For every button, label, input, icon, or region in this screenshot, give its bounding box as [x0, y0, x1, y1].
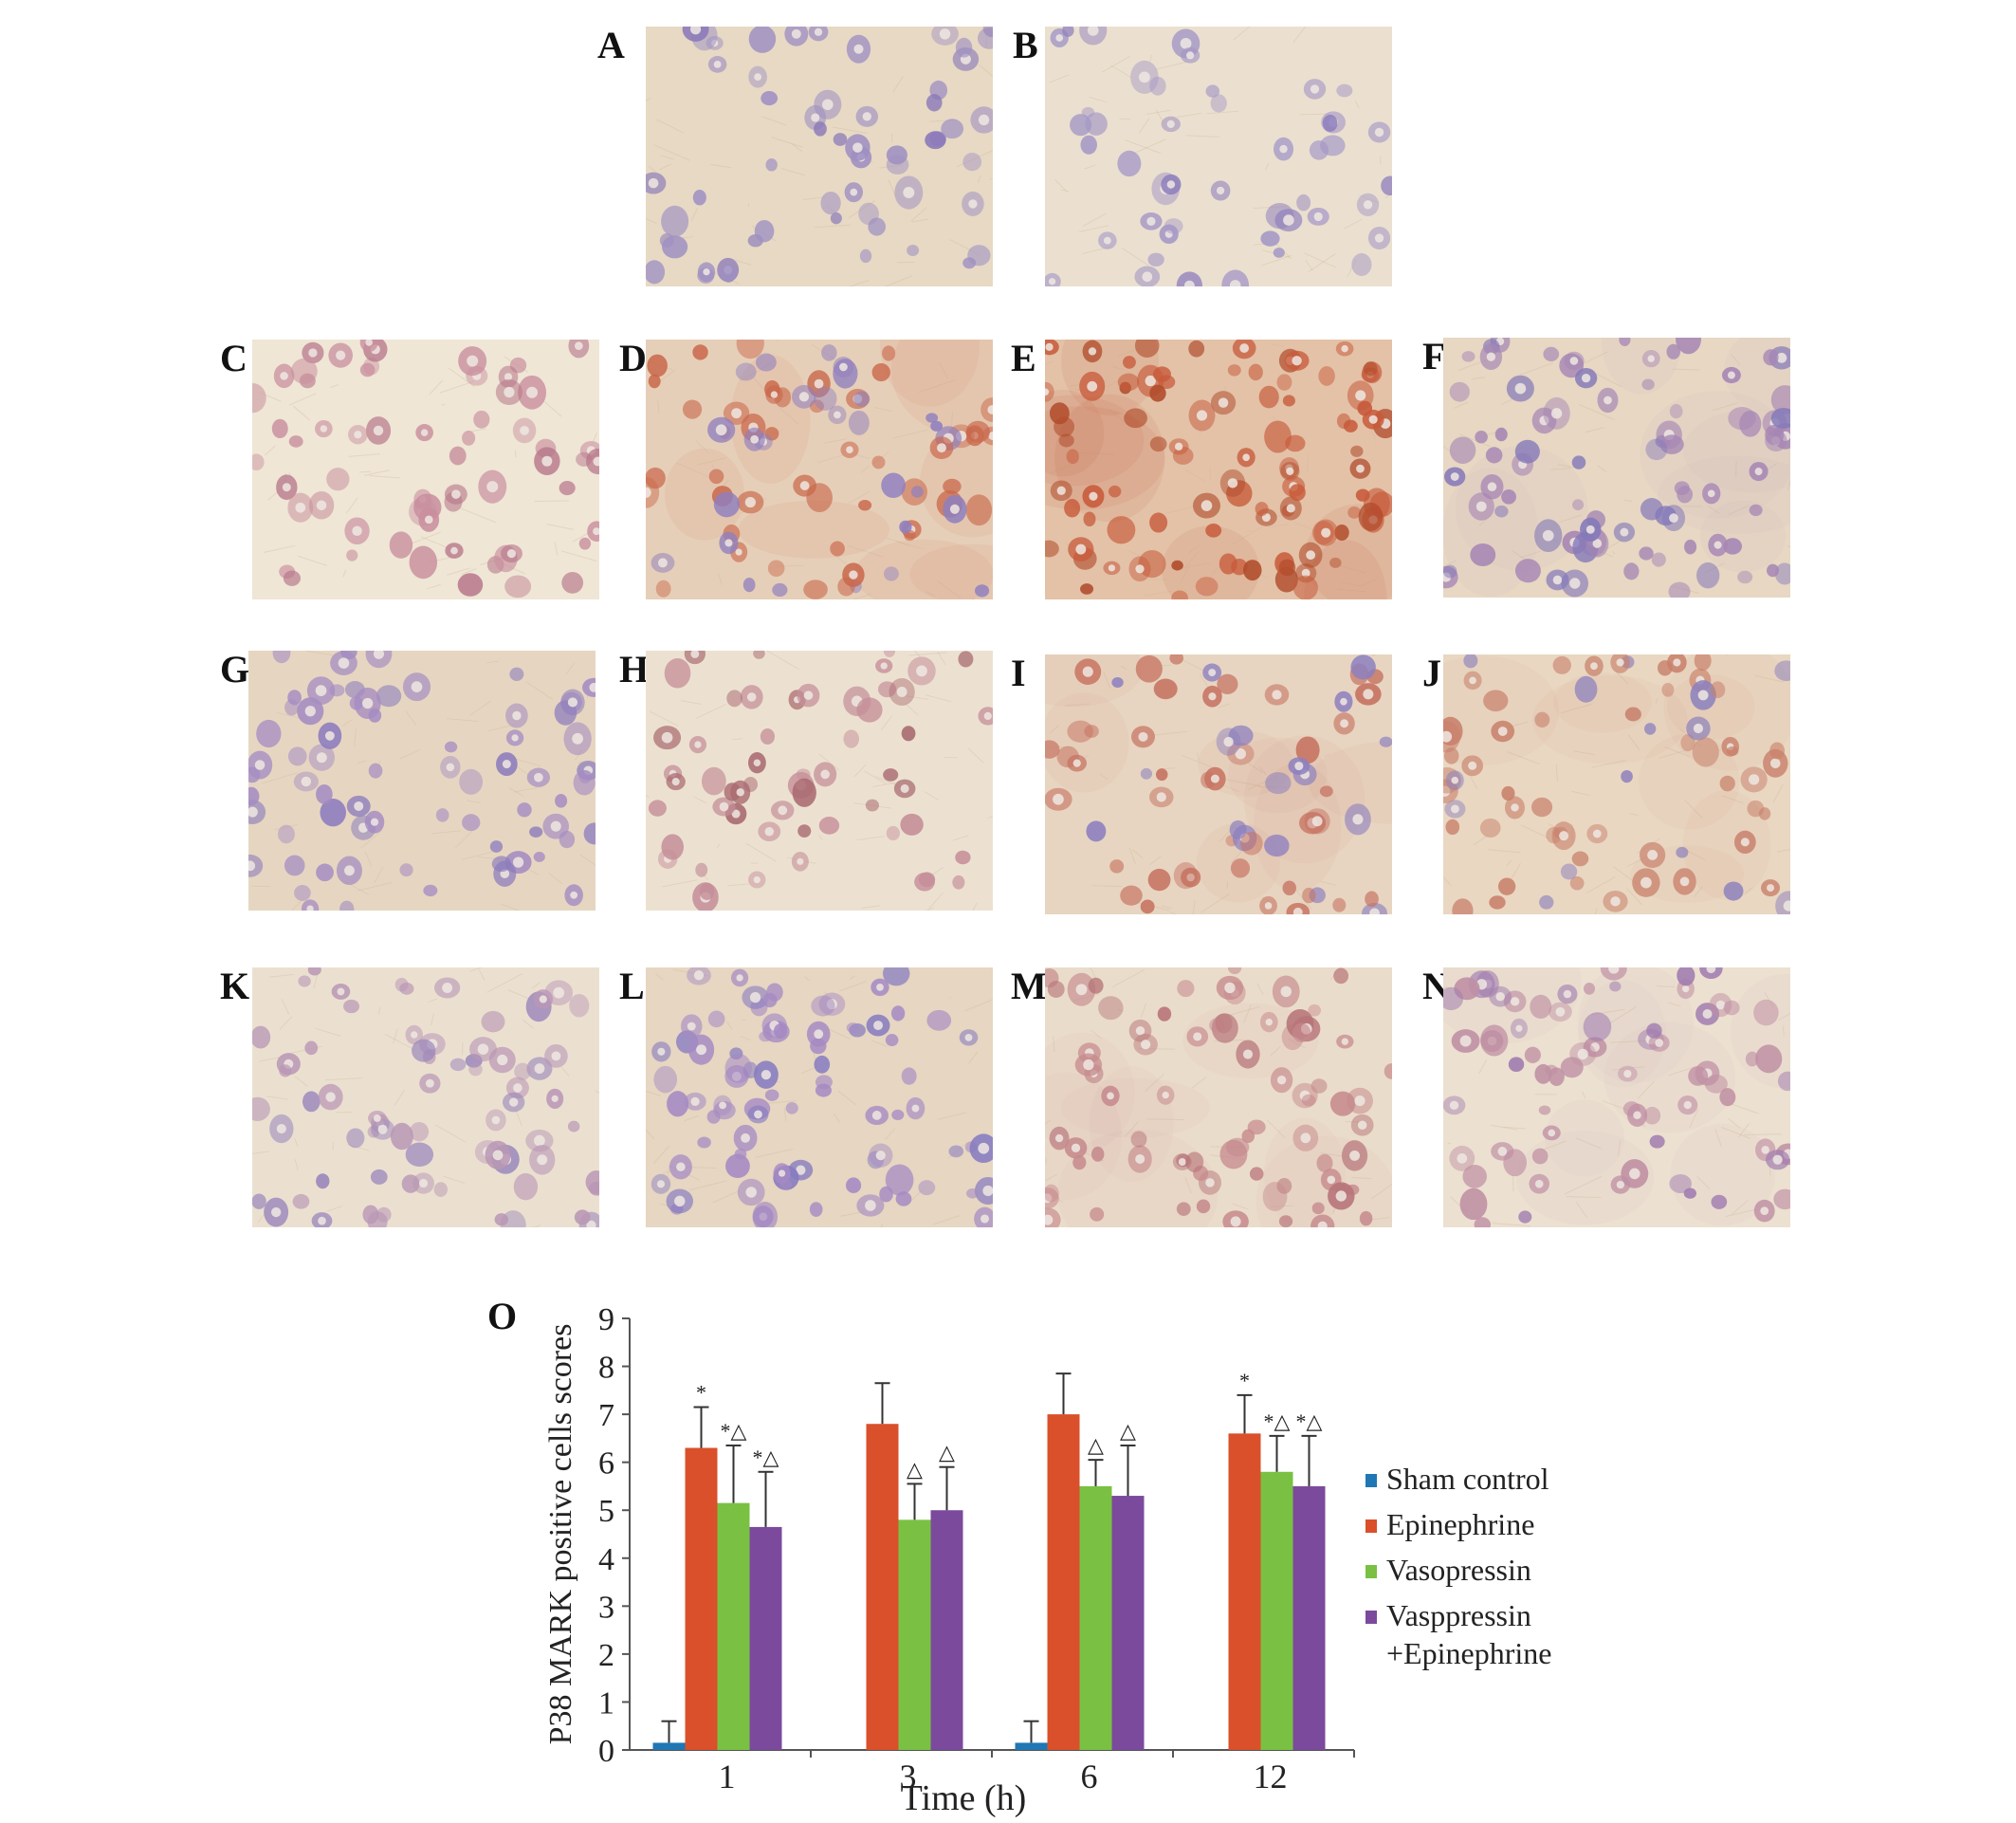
x-tick-label: 1: [719, 1758, 736, 1795]
micrograph-panel-n: [1443, 967, 1790, 1227]
bar: [1292, 1485, 1326, 1750]
panel-label-a: A: [597, 24, 625, 66]
bar: [866, 1424, 899, 1750]
significance-mark: *△: [721, 1419, 747, 1443]
bar: [1111, 1496, 1145, 1750]
y-tick-label: 9: [598, 1302, 614, 1337]
bar: [1047, 1414, 1080, 1750]
bar: [1079, 1485, 1112, 1750]
legend-swatch: [1365, 1519, 1377, 1533]
legend-label-line2: +Epinephrine: [1386, 1636, 1551, 1670]
micrograph-panel-h: [646, 651, 993, 911]
micrograph-panel-c: [252, 340, 599, 599]
y-tick-label: 0: [598, 1734, 614, 1769]
y-tick-label: 4: [598, 1542, 614, 1577]
panel-label-j: J: [1422, 652, 1441, 694]
bar: [1015, 1742, 1048, 1750]
micrograph-panel-i: [1045, 654, 1392, 914]
panel-label-m: M: [1011, 965, 1047, 1007]
significance-mark: △: [939, 1441, 955, 1464]
x-axis-label: Time (h): [901, 1778, 1027, 1818]
bar: [1260, 1471, 1293, 1750]
x-tick-label: 12: [1254, 1758, 1288, 1795]
x-tick-label: 6: [1081, 1758, 1098, 1795]
significance-mark: *△: [1264, 1409, 1291, 1433]
legend-label: Epinephrine: [1386, 1507, 1534, 1541]
x-tick-label: 3: [900, 1758, 917, 1795]
bar: [652, 1742, 686, 1750]
legend-swatch: [1365, 1565, 1377, 1578]
y-tick-label: 5: [598, 1494, 614, 1529]
panel-label-d: D: [619, 337, 647, 379]
legend-swatch: [1365, 1611, 1377, 1624]
significance-mark: △: [1088, 1433, 1104, 1457]
significance-mark: *△: [753, 1446, 779, 1469]
y-tick-label: 3: [598, 1590, 614, 1625]
y-tick-label: 1: [598, 1685, 614, 1721]
significance-mark: *: [696, 1381, 706, 1405]
y-tick-label: 6: [598, 1446, 614, 1482]
panel-label-i: I: [1011, 652, 1026, 694]
y-axis-label: P38 MARK positive cells scores: [543, 1324, 578, 1745]
legend-label: Vasppressin: [1386, 1598, 1531, 1632]
y-tick-label: 7: [598, 1398, 614, 1433]
micrograph-panel-j: [1443, 654, 1790, 914]
micrograph-panel-k: [252, 967, 599, 1227]
panel-label-h: H: [619, 648, 650, 691]
micrograph-panel-d: [646, 340, 993, 599]
micrograph-panel-b: [1045, 27, 1392, 286]
panel-label-b: B: [1013, 24, 1038, 66]
panel-label-g: G: [220, 648, 250, 691]
bar: [898, 1519, 931, 1750]
legend-swatch: [1365, 1474, 1377, 1487]
legend-label: Sham control: [1386, 1462, 1549, 1496]
micrograph-panel-e: [1045, 340, 1392, 599]
panel-label-l: L: [619, 965, 645, 1007]
micrograph-panel-a: [646, 27, 993, 286]
panel-label-f: F: [1422, 335, 1446, 377]
significance-mark: △: [1120, 1419, 1136, 1443]
bar: [749, 1526, 782, 1750]
bar: [685, 1447, 718, 1750]
significance-mark: *: [1239, 1369, 1250, 1392]
panel-label-e: E: [1011, 337, 1036, 379]
panel-label-o: O: [487, 1295, 518, 1337]
micrograph-panel-m: [1045, 967, 1392, 1227]
panel-label-c: C: [220, 337, 247, 379]
y-tick-label: 8: [598, 1351, 614, 1386]
bar: [1228, 1433, 1261, 1750]
legend-label: Vasopressin: [1386, 1553, 1531, 1587]
panel-label-k: K: [220, 965, 250, 1007]
micrograph-panel-f: [1443, 338, 1790, 598]
bar: [930, 1510, 963, 1750]
significance-mark: *△: [1296, 1409, 1323, 1433]
micrograph-panel-l: [646, 967, 993, 1227]
y-tick-label: 2: [598, 1638, 614, 1673]
micrograph-panel-g: [248, 651, 596, 911]
significance-mark: △: [907, 1457, 923, 1481]
bar: [717, 1502, 750, 1750]
